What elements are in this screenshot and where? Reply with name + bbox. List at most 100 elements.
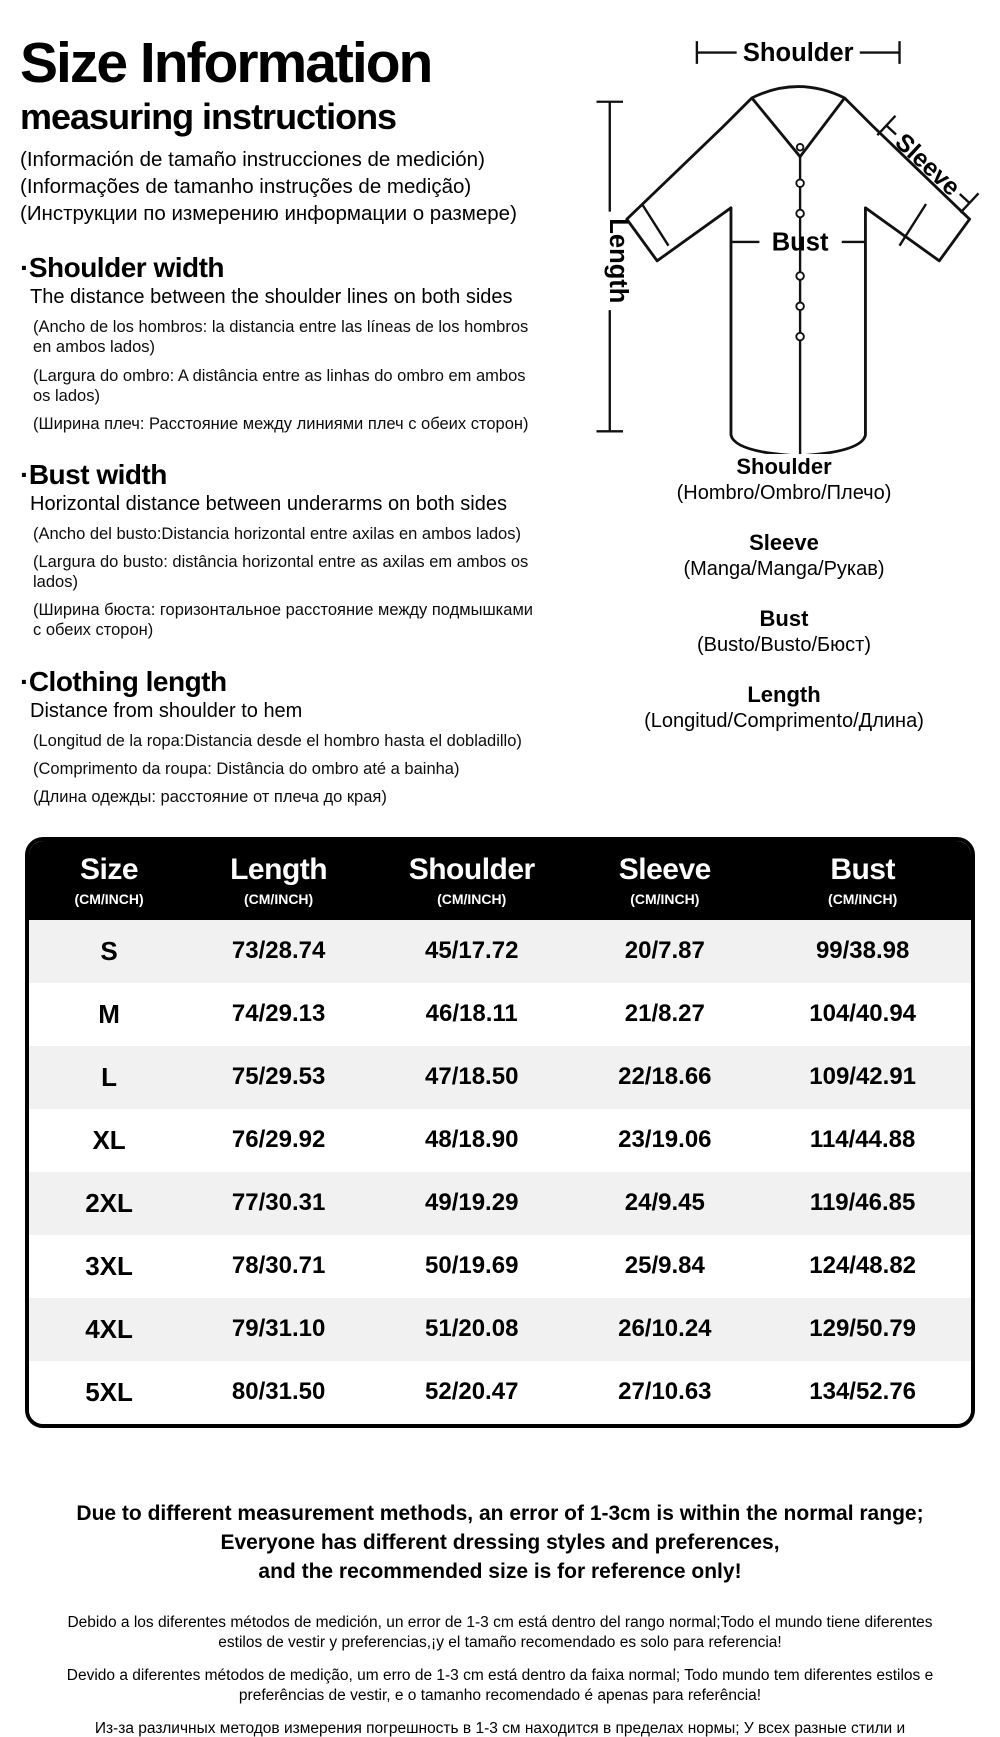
section-heading: ·Bust width xyxy=(20,458,167,490)
length-measure-line xyxy=(596,100,624,433)
size-cell: 2XL xyxy=(85,1187,133,1218)
footer-note-ru: Из-за различных методов измерения погреш… xyxy=(94,1720,906,1737)
bust-cell: 134/52.76 xyxy=(809,1378,917,1406)
column-label: Length xyxy=(230,852,328,886)
section-heading: ·Clothing length xyxy=(20,665,227,697)
table-row-l: L 75/29.53 47/18.50 22/18.66 109/42.91 xyxy=(29,1045,971,1109)
sleeve-cell: 25/9.84 xyxy=(624,1252,705,1280)
length-diagram-label: Length xyxy=(604,218,632,303)
shoulder-cell: 49/19.29 xyxy=(425,1189,519,1217)
table-row-2xl: 2XL 77/30.31 49/19.29 24/9.45 119/46.85 xyxy=(29,1171,971,1235)
legend-term: Length xyxy=(747,682,821,707)
bust-cell: 104/40.94 xyxy=(809,1000,917,1028)
length-cell: 80/31.50 xyxy=(231,1378,326,1406)
column-label: Bust xyxy=(830,852,895,886)
column-header-bust: Bust (CM/INCH) xyxy=(754,840,971,920)
section-clothing-length: ·Clothing length Distance from shoulder … xyxy=(20,666,568,807)
legend-term: Bust xyxy=(759,606,809,631)
section-note-ru: (Ширина плеч: Расстояние между линиями п… xyxy=(33,414,529,433)
table-row-xl: XL 76/29.92 48/18.90 23/19.06 114/44.88 xyxy=(29,1108,971,1172)
column-label: Size xyxy=(80,852,139,886)
legend-term: Shoulder xyxy=(736,454,832,479)
sleeve-cell: 27/10.63 xyxy=(618,1378,712,1406)
size-table: Size (CM/INCH) Length (CM/INCH) Shoulder… xyxy=(29,840,971,1424)
sleeve-cell: 23/19.06 xyxy=(618,1126,712,1154)
size-cell: S xyxy=(100,935,118,966)
title-translation-es: (Información de tamaño instrucciones de … xyxy=(20,148,485,172)
measurement-notice: Due to different measurement methods, an… xyxy=(0,1500,1000,1587)
page-title: Size Information xyxy=(20,31,433,95)
legend-term: Sleeve xyxy=(749,530,819,555)
length-cell: 73/28.74 xyxy=(231,937,326,965)
size-table-header: Size (CM/INCH) Length (CM/INCH) Shoulder… xyxy=(29,840,971,920)
size-cell: XL xyxy=(92,1124,126,1155)
bust-cell: 114/44.88 xyxy=(809,1126,916,1154)
bust-cell: 119/46.85 xyxy=(809,1189,916,1217)
length-cell: 79/31.10 xyxy=(231,1315,326,1343)
section-description: Horizontal distance between underarms on… xyxy=(30,492,507,515)
legend-length: Length (Longitud/Comprimento/Длина) xyxy=(568,682,1000,733)
length-cell: 75/29.53 xyxy=(231,1063,326,1091)
sleeve-cell: 22/18.66 xyxy=(618,1063,712,1091)
bust-cell: 129/50.79 xyxy=(809,1315,917,1343)
column-label: Sleeve xyxy=(618,852,712,886)
title-translation-pt: (Informações de tamanho instruções de me… xyxy=(20,175,472,199)
legend-translations: (Manga/Manga/Рукав) xyxy=(683,558,885,580)
bust-cell: 109/42.91 xyxy=(809,1063,917,1091)
shoulder-cell: 50/19.69 xyxy=(425,1252,519,1280)
shoulder-cell: 51/20.08 xyxy=(425,1315,519,1343)
section-note-es: (Longitud de la ropa:Distancia desde el … xyxy=(33,731,522,750)
instructions-column: Size Information measuring instructions … xyxy=(20,26,568,807)
buttons xyxy=(795,142,805,342)
size-cell: 3XL xyxy=(85,1250,133,1281)
length-cell: 76/29.92 xyxy=(231,1126,326,1154)
column-label: Shoulder xyxy=(408,852,536,886)
section-note-ru: (Ширина бюста: горизонтальное расстояние… xyxy=(33,601,534,640)
column-unit: (CM/INCH) xyxy=(828,890,898,907)
footer-translations: Debido a los diferentes métodos de medic… xyxy=(0,1613,1000,1737)
section-shoulder-width: ·Shoulder width The distance between the… xyxy=(20,252,568,434)
shoulder-cell: 46/18.11 xyxy=(425,1000,518,1028)
section-note-pt: (Comprimento da roupa: Distância do ombr… xyxy=(33,759,460,778)
section-note-ru: (Длина одежды: расстояние от плеча до кр… xyxy=(33,787,387,806)
bust-cell: 99/38.98 xyxy=(815,937,910,965)
size-cell: M xyxy=(98,998,120,1029)
sleeve-cell: 26/10.24 xyxy=(618,1315,712,1343)
section-description: The distance between the shoulder lines … xyxy=(30,286,513,309)
section-heading: ·Shoulder width xyxy=(20,252,225,284)
size-cell: L xyxy=(101,1061,117,1092)
legend-sleeve: Sleeve (Manga/Manga/Рукав) xyxy=(568,530,1000,581)
column-unit: (CM/INCH) xyxy=(74,890,144,907)
page-subtitle: measuring instructions xyxy=(20,96,397,138)
section-note-es: (Ancho del busto:Distancia horizontal en… xyxy=(33,524,521,543)
shoulder-diagram-label: Shoulder xyxy=(743,39,854,67)
section-note-pt: (Largura do busto: distância horizontal … xyxy=(33,553,529,592)
notice-line: Everyone has different dressing styles a… xyxy=(220,1530,780,1554)
table-row-4xl: 4XL 79/31.10 51/20.08 26/10.24 129/50.79 xyxy=(29,1297,971,1361)
legend-translations: (Longitud/Comprimento/Длина) xyxy=(644,710,924,732)
legend-bust: Bust (Busto/Busto/Бюст) xyxy=(568,606,1000,657)
sleeve-cell: 21/8.27 xyxy=(624,1000,705,1028)
notice-line: Due to different measurement methods, an… xyxy=(76,1501,924,1525)
footer-note-es: Debido a los diferentes métodos de medic… xyxy=(67,1613,933,1651)
column-header-size: Size (CM/INCH) xyxy=(29,840,190,920)
length-cell: 77/30.31 xyxy=(231,1189,326,1217)
legend-translations: (Hombro/Ombro/Плечо) xyxy=(676,482,892,504)
shoulder-cell: 47/18.50 xyxy=(425,1063,519,1091)
collar xyxy=(750,85,847,159)
legend-shoulder: Shoulder (Hombro/Ombro/Плечо) xyxy=(568,454,1000,505)
shoulder-cell: 45/17.72 xyxy=(425,937,519,965)
footer-note-pt: Devido a diferentes métodos de medição, … xyxy=(66,1667,934,1705)
legend-translations: (Busto/Busto/Бюст) xyxy=(696,634,871,656)
right-cuff-line xyxy=(898,203,928,247)
section-note-pt: (Largura do ombro: A distância entre as … xyxy=(33,366,526,405)
notice-line: and the recommended size is for referenc… xyxy=(258,1559,742,1583)
sleeve-cell: 20/7.87 xyxy=(624,937,705,965)
shoulder-cell: 48/18.90 xyxy=(425,1126,519,1154)
table-row-m: M 74/29.13 46/18.11 21/8.27 104/40.94 xyxy=(29,982,971,1046)
bust-diagram-label: Bust xyxy=(772,228,829,256)
length-cell: 78/30.71 xyxy=(231,1252,326,1280)
shirt-measurement-diagram: Shoulder xyxy=(596,39,980,454)
sleeve-cell: 24/9.45 xyxy=(624,1189,705,1217)
